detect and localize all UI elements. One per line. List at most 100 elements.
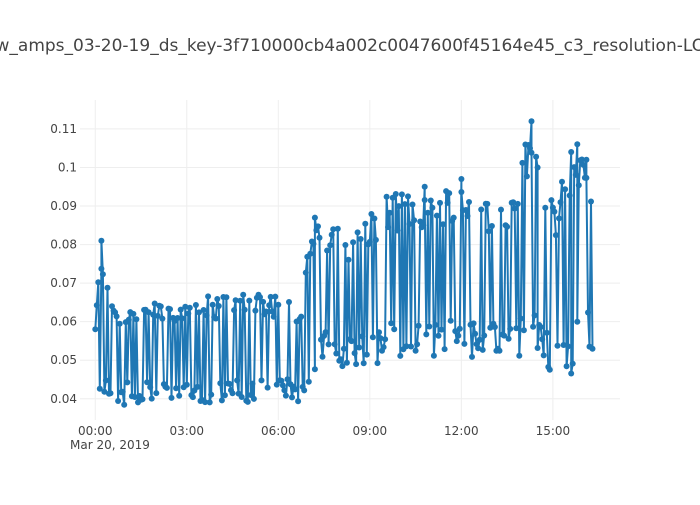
data-point	[528, 149, 535, 156]
data-point	[458, 176, 465, 182]
data-point	[174, 315, 181, 321]
data-point	[183, 381, 190, 388]
data-point	[565, 343, 572, 350]
x-tick-label: 09:00	[353, 424, 388, 438]
data-point	[556, 215, 562, 222]
data-point	[427, 197, 434, 204]
x-tick-label: 06:00	[261, 424, 296, 438]
data-point	[530, 323, 537, 330]
data-point	[491, 324, 498, 330]
chart-title: raw_amps_03-20-19_ds_key-3f710000cb4a002…	[0, 36, 700, 56]
data-point	[330, 226, 337, 233]
data-point	[514, 200, 521, 207]
data-point	[559, 178, 565, 185]
data-point	[167, 306, 173, 313]
data-point	[519, 159, 526, 166]
data-point	[507, 325, 514, 332]
data-point	[424, 209, 431, 216]
data-point	[147, 384, 154, 391]
data-point	[250, 395, 257, 402]
data-point	[148, 395, 155, 402]
data-point	[371, 215, 378, 222]
data-point	[101, 388, 108, 395]
data-point	[369, 334, 376, 341]
data-point	[200, 307, 207, 313]
data-point	[289, 394, 295, 401]
data-point	[98, 237, 105, 244]
data-point	[275, 301, 282, 308]
data-point	[437, 199, 443, 206]
data-point	[414, 341, 421, 348]
data-point	[240, 291, 247, 298]
data-point	[517, 315, 524, 322]
data-point	[557, 199, 564, 206]
data-point	[266, 302, 273, 309]
data-point	[548, 197, 555, 204]
data-point	[173, 385, 180, 392]
data-point	[426, 323, 433, 330]
y-tick-label: 0.06	[50, 315, 77, 329]
data-point	[568, 370, 575, 377]
data-point	[366, 238, 373, 245]
data-point	[357, 236, 364, 242]
data-point	[376, 329, 382, 336]
data-point	[234, 377, 241, 384]
data-point	[311, 214, 318, 221]
data-point	[113, 313, 120, 320]
data-point	[115, 398, 122, 404]
x-axis-date-label: Mar 20, 2019	[70, 438, 150, 452]
data-point	[92, 326, 99, 333]
data-point	[281, 387, 288, 394]
data-point	[392, 191, 399, 197]
data-point	[360, 360, 367, 367]
data-point	[455, 332, 462, 339]
data-point	[279, 382, 286, 389]
data-point	[257, 294, 263, 301]
data-point	[119, 388, 126, 395]
data-point	[241, 306, 248, 313]
data-point	[145, 309, 152, 316]
data-point	[560, 342, 567, 348]
data-point	[504, 223, 511, 230]
data-point	[362, 220, 369, 227]
data-point	[144, 379, 151, 386]
data-point	[574, 141, 581, 148]
data-point	[202, 399, 209, 406]
data-point	[398, 191, 405, 198]
y-tick-label: 0.09	[50, 199, 77, 213]
data-point	[578, 156, 585, 163]
data-point	[409, 201, 416, 208]
data-point	[278, 377, 285, 384]
data-point	[563, 363, 570, 370]
data-point	[501, 332, 508, 339]
data-point	[569, 360, 576, 367]
x-tick-label: 15:00	[536, 424, 571, 438]
data-point	[539, 336, 546, 343]
data-point	[189, 394, 196, 401]
data-point	[421, 183, 428, 190]
data-point	[498, 206, 504, 213]
data-point	[333, 350, 340, 357]
data-point	[552, 232, 559, 239]
data-point	[568, 149, 575, 155]
data-point	[485, 228, 492, 235]
data-point	[203, 312, 210, 319]
data-point	[374, 360, 381, 367]
data-point	[116, 320, 123, 327]
data-point	[444, 199, 451, 206]
data-point	[107, 390, 114, 397]
data-point	[264, 384, 271, 391]
data-point	[246, 297, 253, 304]
data-point	[343, 359, 350, 366]
data-point	[432, 321, 439, 328]
data-point	[339, 363, 346, 370]
y-axis: 0.04 0.05 0.06 0.07 0.08 0.09 0.1 0.11	[50, 122, 77, 406]
data-point	[447, 317, 454, 324]
data-point	[391, 326, 398, 333]
data-point	[334, 225, 341, 232]
data-point	[386, 209, 393, 216]
data-point	[470, 320, 477, 327]
data-point	[176, 392, 183, 399]
data-point	[324, 247, 331, 254]
data-point	[433, 212, 440, 219]
